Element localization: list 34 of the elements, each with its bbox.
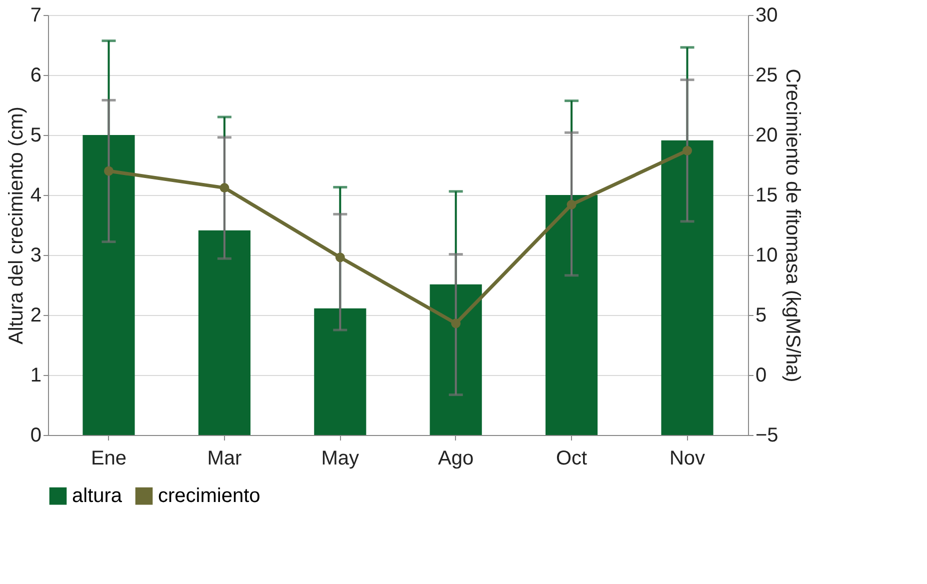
x-tick-label: Oct [556, 448, 588, 470]
y-tick-label: 3 [30, 244, 42, 266]
point [220, 183, 230, 193]
y-tick-label: 0 [30, 424, 42, 446]
y2-tick-label: 20 [756, 124, 778, 146]
y2-tick-label: 10 [756, 244, 778, 266]
y2-axis-title: Crecimiento de fitomasa (kgMS/ha) [781, 68, 804, 382]
bar [82, 135, 135, 435]
x-tick-label: May [321, 448, 360, 470]
point [566, 200, 576, 210]
y-axis-title: Altura del crecimiento (cm) [5, 106, 28, 344]
legend-label: altura [72, 485, 123, 508]
y-tick-label: 2 [30, 304, 42, 326]
legend-label: crecimiento [158, 485, 260, 508]
point [682, 146, 692, 156]
point [451, 318, 461, 328]
y-tick-label: 1 [30, 364, 42, 386]
y-tick-label: 4 [30, 184, 42, 206]
y2-tick-label: 25 [756, 64, 778, 86]
x-tick-label: Ene [90, 448, 127, 470]
point [104, 166, 114, 176]
y-tick-label: 6 [30, 64, 42, 86]
y2-tick-label: 30 [756, 4, 778, 26]
point [335, 252, 345, 262]
x-tick-label: Ago [438, 448, 474, 470]
x-tick-label: Mar [207, 448, 242, 470]
y2-tick-label: 0 [756, 364, 767, 386]
y2-tick-label: −5 [756, 424, 778, 446]
y2-tick-label: 5 [756, 304, 767, 326]
bar [430, 284, 482, 435]
y-tick-label: 7 [30, 4, 42, 26]
y-tick-label: 5 [30, 124, 42, 146]
x-tick-label: Nov [669, 448, 706, 470]
y2-tick-label: 15 [756, 184, 778, 206]
